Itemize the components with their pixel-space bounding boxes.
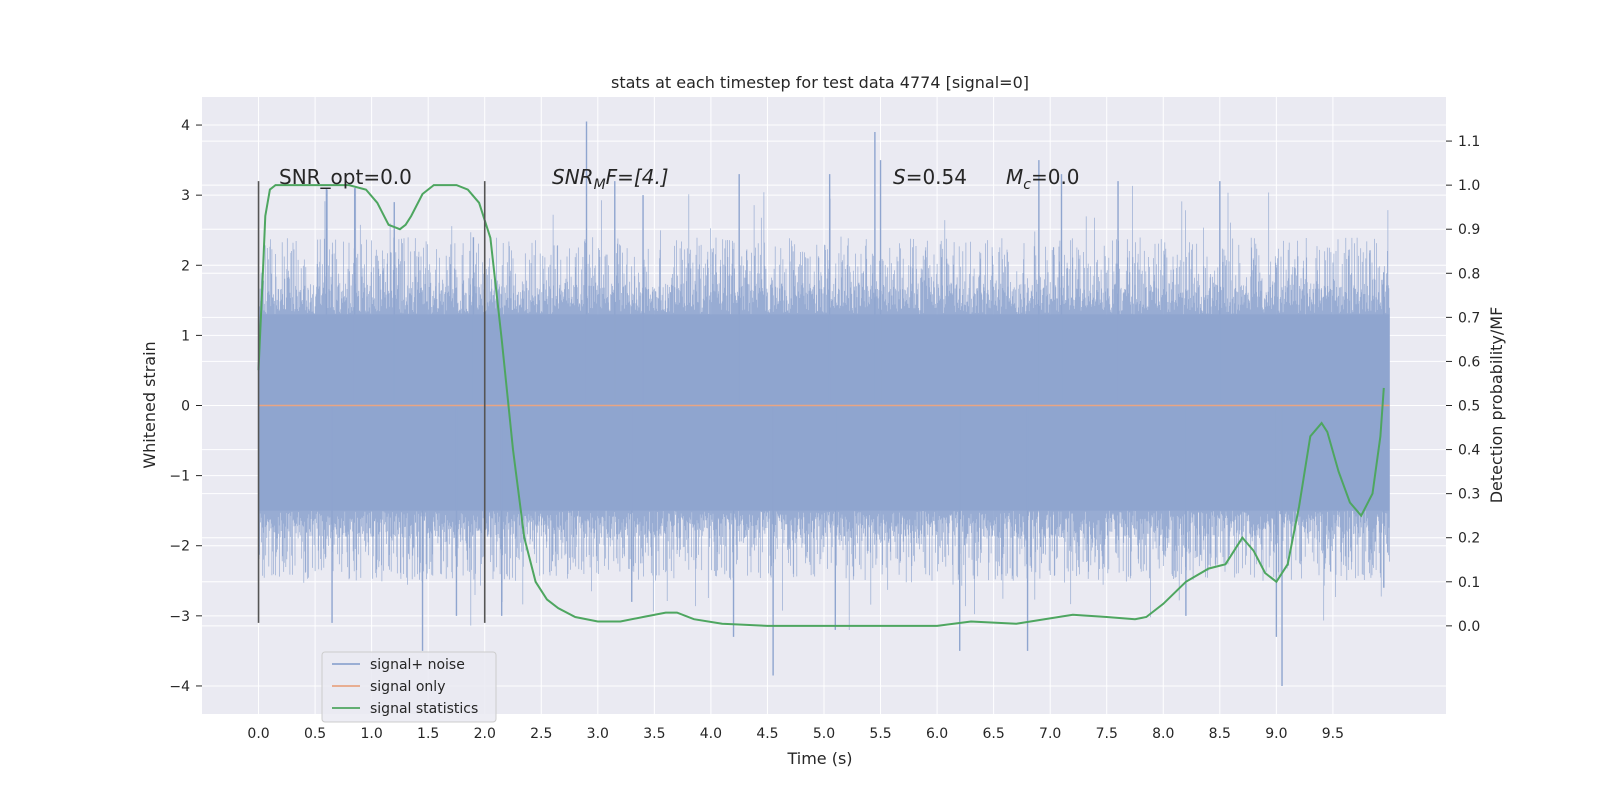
x-tick-label: 5.0 <box>813 726 835 742</box>
x-tick-label: 8.0 <box>1152 726 1174 742</box>
y-right-tick-label: 0.3 <box>1458 487 1480 503</box>
y-left-tick-label: 4 <box>181 118 190 134</box>
y-right-tick-label: 0.4 <box>1458 443 1480 459</box>
x-tick-label: 3.0 <box>587 726 609 742</box>
legend-label-stats: signal statistics <box>370 701 478 717</box>
annotation-s-value: =0.54 <box>906 165 967 189</box>
y-right-tick-label: 1.1 <box>1458 134 1480 150</box>
annotation-snr-mf-value: F=[4.] <box>606 165 669 189</box>
signal-statistics-line <box>257 184 1385 627</box>
legend-label-signal: signal only <box>370 679 445 695</box>
y-right-tick-label: 0.9 <box>1458 222 1480 238</box>
x-tick-label: 7.5 <box>1096 726 1118 742</box>
y-right-tick-label: 0.6 <box>1458 354 1480 370</box>
x-tick-label: 8.5 <box>1209 726 1231 742</box>
x-tick-label: 0.0 <box>247 726 269 742</box>
x-tick-label: 9.0 <box>1265 726 1287 742</box>
annotation-mc-value: =0.0 <box>1031 165 1080 189</box>
y-left-tick-label: 1 <box>181 328 190 344</box>
y-left-tick-label: −1 <box>169 469 190 485</box>
y-axis-left-label: Whitened strain <box>140 341 159 468</box>
y-right-tick-label: 0.8 <box>1458 266 1480 282</box>
x-tick-label: 6.0 <box>926 726 948 742</box>
y-left-tick-label: −4 <box>169 679 190 695</box>
y-right-tick-label: 0.1 <box>1458 575 1480 591</box>
noise-series-core <box>258 314 1390 511</box>
y-left-tick-label: −2 <box>169 539 190 555</box>
annotation-mc-symbol: M <box>1006 165 1023 189</box>
x-tick-label: 5.5 <box>869 726 891 742</box>
annotation-snr-mf: SNRMF=[4.] <box>552 165 669 193</box>
x-tick-label: 1.5 <box>417 726 439 742</box>
x-tick-label: 1.0 <box>361 726 383 742</box>
y-right-tick-label: 1.0 <box>1458 178 1480 194</box>
x-tick-label: 2.5 <box>530 726 552 742</box>
x-tick-label: 2.0 <box>474 726 496 742</box>
x-tick-label: 9.5 <box>1322 726 1344 742</box>
x-tick-label: 6.5 <box>983 726 1005 742</box>
vertical-markers <box>257 181 486 623</box>
x-tick-label: 7.0 <box>1039 726 1061 742</box>
legend: signal+ noise signal only signal statist… <box>321 651 497 723</box>
y-left-tick-label: 3 <box>181 188 190 204</box>
y-left-tick-label: 0 <box>181 399 190 415</box>
line-series <box>257 184 1390 627</box>
annotation-s: S=0.54 <box>893 165 967 189</box>
x-tick-label: 4.0 <box>700 726 722 742</box>
annotation-snr-opt: SNR_opt=0.0 <box>279 165 412 189</box>
y-right-tick-label: 0.2 <box>1458 531 1480 547</box>
x-tick-label: 0.5 <box>304 726 326 742</box>
y-axis-right-label: Detection probability/MF <box>1487 307 1506 504</box>
axis-ticks: 0.0 0.5 1.0 1.5 2.0 2.5 3.0 3.5 4.0 4.5 5.0 5.5 6.0 6… <box>169 118 1480 742</box>
x-axis-label: Time (s) <box>786 749 852 768</box>
legend-box <box>321 651 497 723</box>
x-tick-label: 3.5 <box>643 726 665 742</box>
y-right-tick-label: 0.0 <box>1458 619 1480 635</box>
annotation-mc-subscript: c <box>1023 177 1031 193</box>
y-right-tick-label: 0.5 <box>1458 399 1480 415</box>
x-tick-label: 4.5 <box>756 726 778 742</box>
annotation-s-symbol: S <box>893 165 906 189</box>
annotation-snr-mf-subscript: M <box>594 177 606 193</box>
y-left-tick-label: 2 <box>181 258 190 274</box>
annotation-snr-mf-symbol: SNR <box>552 165 594 189</box>
annotation-mc: Mc=0.0 <box>1006 165 1080 193</box>
legend-label-noise: signal+ noise <box>370 657 465 673</box>
noise-series <box>258 121 1390 686</box>
chart-title: stats at each timestep for test data 477… <box>611 73 1029 92</box>
y-left-tick-label: −3 <box>169 609 190 625</box>
y-right-tick-label: 0.7 <box>1458 310 1480 326</box>
